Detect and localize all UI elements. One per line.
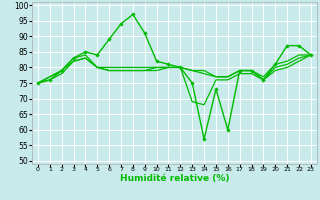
X-axis label: Humidité relative (%): Humidité relative (%) <box>120 174 229 183</box>
